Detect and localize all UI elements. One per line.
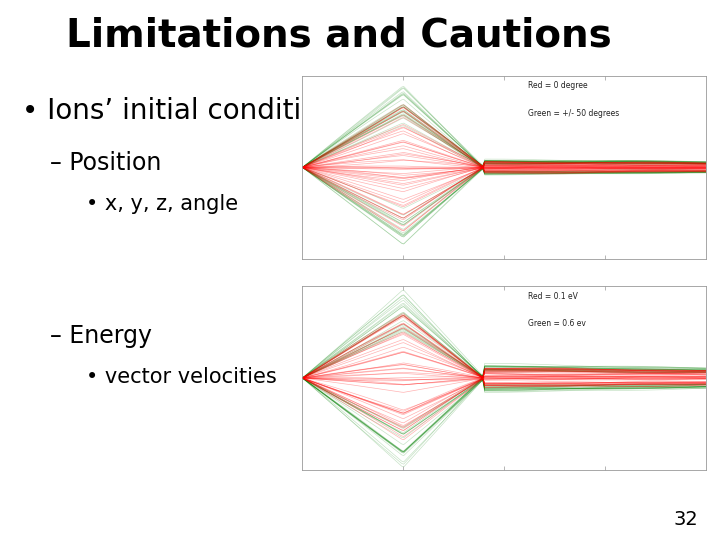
Text: • vector velocities: • vector velocities <box>86 367 277 387</box>
Text: • Ions’ initial conditions: • Ions’ initial conditions <box>22 97 350 125</box>
Text: Red = 0.1 eV: Red = 0.1 eV <box>528 292 578 301</box>
Text: • x, y, z, angle: • x, y, z, angle <box>86 194 238 214</box>
Text: – Position: – Position <box>50 151 162 175</box>
Text: – Energy: – Energy <box>50 324 153 348</box>
Text: Limitations and Cautions: Limitations and Cautions <box>66 16 611 54</box>
Text: Red = 0 degree: Red = 0 degree <box>528 81 588 90</box>
Text: Green = 0.6 ev: Green = 0.6 ev <box>528 319 586 328</box>
Text: Green = +/- 50 degrees: Green = +/- 50 degrees <box>528 109 619 118</box>
Text: 32: 32 <box>674 510 698 529</box>
